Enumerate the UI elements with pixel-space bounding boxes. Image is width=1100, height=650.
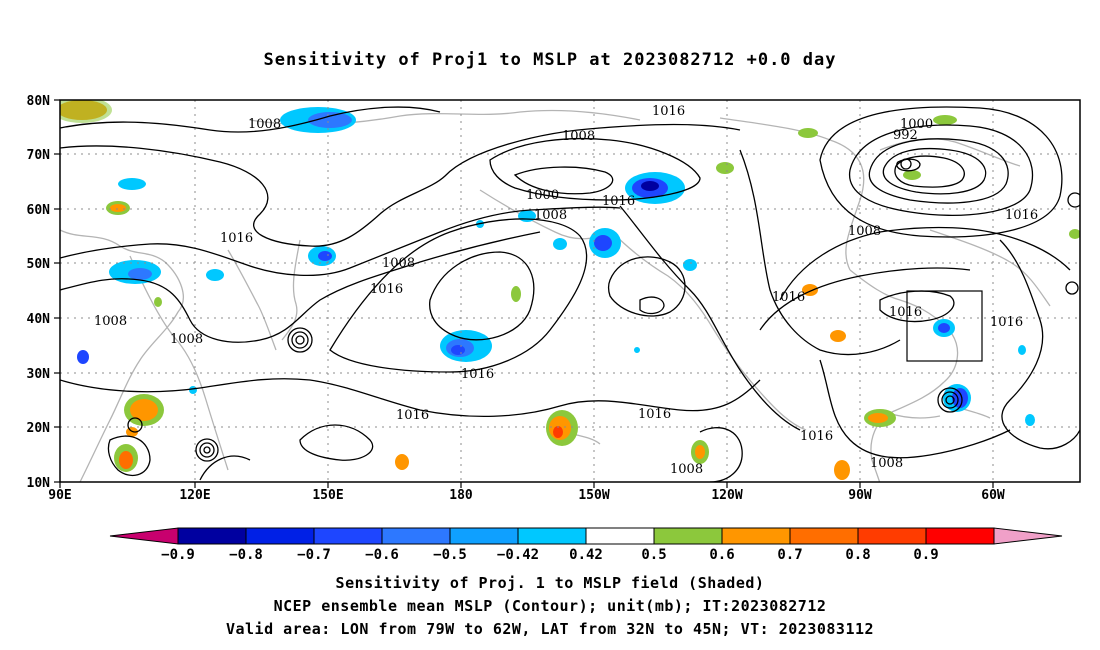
y-tick-label: 20N xyxy=(27,421,51,436)
contour-label: 1008 xyxy=(670,462,703,477)
x-tick-label: 150E xyxy=(312,488,343,503)
y-tick-label: 30N xyxy=(27,367,51,382)
colorbar-label: 0.9 xyxy=(913,547,938,563)
contour-label: 1016 xyxy=(602,194,635,209)
colorbar-segment xyxy=(857,527,927,545)
colorbar-segment xyxy=(245,527,315,545)
contour-label: 1008 xyxy=(534,208,567,223)
x-tick-label: 90E xyxy=(48,488,71,503)
gridlines xyxy=(60,100,1080,482)
caption-line-1: Sensitivity of Proj. 1 to MSLP field (Sh… xyxy=(335,574,765,592)
colorbar-segment xyxy=(177,527,247,545)
contour-label: 1008 xyxy=(248,117,281,132)
contour-label: 1016 xyxy=(652,104,685,119)
caption-line-2: NCEP ensemble mean MSLP (Contour); unit(… xyxy=(273,597,827,615)
x-tick-label: 180 xyxy=(449,488,473,503)
contour-label: 1016 xyxy=(990,315,1023,330)
mslp-contours xyxy=(60,106,1080,482)
colorbar-arrow-right xyxy=(993,527,1063,545)
colorbar-label: −0.8 xyxy=(229,547,263,563)
y-tick-label: 60N xyxy=(27,203,51,218)
colorbar-segment xyxy=(449,527,519,545)
contour-label: 1016 xyxy=(638,407,671,422)
contour-label: 1008 xyxy=(562,129,595,144)
y-tick-label: 40N xyxy=(27,312,51,327)
colorbar-label: −0.6 xyxy=(365,547,399,563)
colorbar-segment xyxy=(925,527,995,545)
x-tick-label: 90W xyxy=(848,488,872,503)
contour-label: 1008 xyxy=(848,224,881,239)
contour-label: 1016 xyxy=(461,367,494,382)
contour-label: 1016 xyxy=(889,305,922,320)
colorbar-label: 0.7 xyxy=(777,547,802,563)
y-tick-label: 80N xyxy=(27,94,51,109)
x-tick-label: 120E xyxy=(179,488,210,503)
y-tick-label: 70N xyxy=(27,148,51,163)
x-tick-label: 150W xyxy=(578,488,609,503)
colorbar-label: −0.9 xyxy=(161,547,195,563)
colorbar-label: 0.6 xyxy=(709,547,734,563)
plot-frame xyxy=(59,99,1081,483)
contour-label: 1016 xyxy=(800,429,833,444)
cyclone-centers xyxy=(127,158,1080,462)
x-tick-label: 120W xyxy=(711,488,742,503)
contour-label: 1016 xyxy=(370,282,403,297)
colorbar-label: 0.8 xyxy=(845,547,870,563)
colorbar-segment xyxy=(313,527,383,545)
colorbar xyxy=(109,527,1063,545)
colorbar-segment xyxy=(721,527,791,545)
colorbar-labels: −0.9 −0.8 −0.7 −0.6 −0.5 −0.42 0.42 0.5 0.6 0.7 0.… xyxy=(161,547,939,563)
colorbar-label: 0.5 xyxy=(641,547,666,563)
colorbar-arrow-left xyxy=(109,527,179,545)
y-axis-labels: 10N 20N 30N 40N 50N 60N 70N 80N xyxy=(27,94,51,491)
colorbar-segment xyxy=(789,527,859,545)
contour-label: 1008 xyxy=(94,314,127,329)
contour-label: 1000 xyxy=(900,117,933,132)
valid-area-box xyxy=(906,290,983,362)
contour-label: 1016 xyxy=(396,408,429,423)
colorbar-label: −0.42 xyxy=(497,547,539,563)
colorbar-segment xyxy=(381,527,451,545)
figure-title: Sensitivity of Proj1 to MSLP at 20230827… xyxy=(263,50,837,70)
contour-label: 1016 xyxy=(772,290,805,305)
contour-label: 1016 xyxy=(1005,208,1038,223)
contour-label: 992 xyxy=(893,128,918,143)
colorbar-label: 0.42 xyxy=(569,547,603,563)
caption-line-3: Valid area: LON from 79W to 62W, LAT fro… xyxy=(225,620,875,638)
tick-marks xyxy=(54,99,994,488)
contour-label: 1000 xyxy=(526,188,559,203)
x-axis-labels: 90E 120E 150E 180 150W 120W 90W 60W xyxy=(48,488,1005,503)
sensitivity-shading xyxy=(60,100,1080,480)
colorbar-segment xyxy=(585,527,655,545)
x-tick-label: 60W xyxy=(981,488,1005,503)
contour-label: 1016 xyxy=(220,231,253,246)
contour-labels: 1016 1008 1000 992 1008 1016 1008 1016 1… xyxy=(94,104,1038,477)
colorbar-label: −0.5 xyxy=(433,547,467,563)
contour-label: 1008 xyxy=(170,332,203,347)
y-tick-label: 50N xyxy=(27,257,51,272)
colorbar-segment xyxy=(653,527,723,545)
contour-label: 1008 xyxy=(382,256,415,271)
y-tick-label: 10N xyxy=(27,476,51,491)
contour-label: 1008 xyxy=(870,456,903,471)
colorbar-segment xyxy=(517,527,587,545)
colorbar-label: −0.7 xyxy=(297,547,331,563)
